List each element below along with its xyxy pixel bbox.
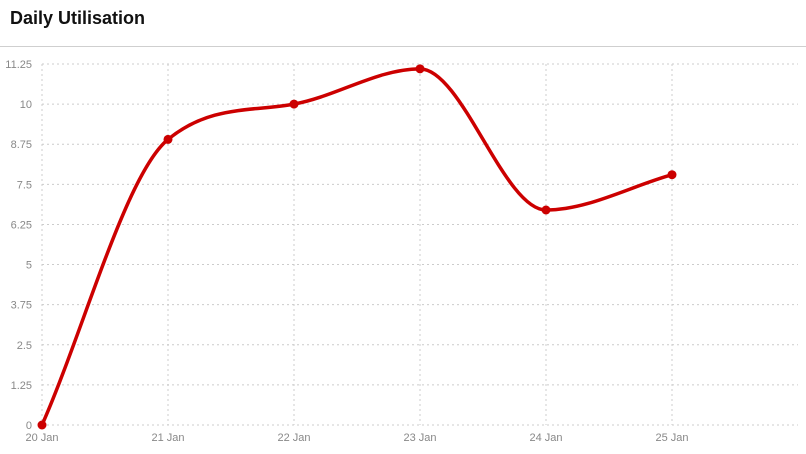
x-tick-label: 21 Jan	[151, 432, 184, 444]
y-axis-tick-labels: 0 1.25 2.5 3.75 5 6.25 7.5 8.75 10 11.25	[5, 59, 32, 432]
data-point[interactable]	[667, 170, 677, 180]
y-tick-label: 10	[20, 99, 32, 111]
data-points	[37, 64, 677, 430]
x-axis-tick-labels: 20 Jan 21 Jan 22 Jan 23 Jan 24 Jan 25 Jan	[25, 432, 688, 444]
y-tick-label: 0	[26, 420, 32, 432]
data-point[interactable]	[541, 205, 551, 215]
y-tick-label: 2.5	[17, 340, 32, 352]
y-tick-label: 3.75	[11, 300, 32, 312]
series-line	[40, 67, 674, 427]
x-tick-label: 20 Jan	[25, 432, 58, 444]
line-chart: 0 1.25 2.5 3.75 5 6.25 7.5 8.75 10 11.25 20 Jan 21…	[5, 59, 798, 444]
x-tick-label: 24 Jan	[529, 432, 562, 444]
data-point[interactable]	[37, 420, 47, 430]
data-point[interactable]	[289, 99, 299, 109]
chart-area: 0 1.25 2.5 3.75 5 6.25 7.5 8.75 10 11.25 20 Jan 21…	[0, 47, 806, 449]
data-point[interactable]	[415, 64, 425, 74]
y-tick-label: 1.25	[11, 380, 32, 392]
y-tick-label: 5	[26, 260, 32, 272]
x-tick-label: 23 Jan	[403, 432, 436, 444]
chart-header: Daily Utilisation	[0, 0, 806, 47]
x-tick-label: 22 Jan	[277, 432, 310, 444]
y-tick-label: 6.25	[11, 219, 32, 231]
x-tick-label: 25 Jan	[655, 432, 688, 444]
chart-title: Daily Utilisation	[10, 8, 146, 28]
y-tick-label: 11.25	[5, 59, 32, 71]
y-tick-label: 8.75	[11, 139, 32, 151]
series-layer	[40, 67, 674, 427]
y-tick-label: 7.5	[17, 179, 32, 191]
data-point[interactable]	[163, 134, 173, 144]
grid-lines	[41, 63, 798, 426]
